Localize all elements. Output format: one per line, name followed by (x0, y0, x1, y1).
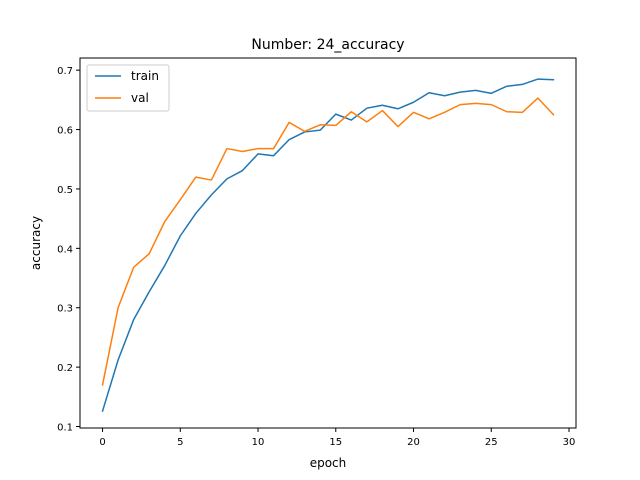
y-tick-label: 0.6 (57, 126, 73, 137)
plot-frame (79, 57, 577, 429)
legend-label-train: train (131, 69, 159, 83)
y-axis-label: accuracy (29, 216, 43, 270)
y-tick-label: 0.2 (57, 363, 73, 374)
x-tick-label: 30 (563, 437, 576, 448)
x-tick-label: 25 (485, 437, 498, 448)
legend: train val (86, 64, 170, 112)
x-axis-label: epoch (310, 456, 347, 470)
y-tick-label: 0.7 (57, 66, 73, 77)
y-tick-label: 0.1 (57, 423, 73, 434)
x-tick-label: 20 (407, 437, 420, 448)
x-tick-label: 15 (329, 437, 342, 448)
x-tick-label: 10 (252, 437, 265, 448)
y-tick-label: 0.4 (57, 244, 73, 255)
x-tick-label: 5 (177, 437, 183, 448)
chart-title: Number: 24_accuracy (251, 37, 404, 53)
x-tick-label: 0 (99, 437, 105, 448)
series-line-val (101, 97, 555, 386)
y-tick-label: 0.3 (57, 304, 73, 315)
series-line-train (101, 78, 555, 413)
y-tick-label: 0.5 (57, 185, 73, 196)
legend-label-val: val (131, 91, 149, 105)
